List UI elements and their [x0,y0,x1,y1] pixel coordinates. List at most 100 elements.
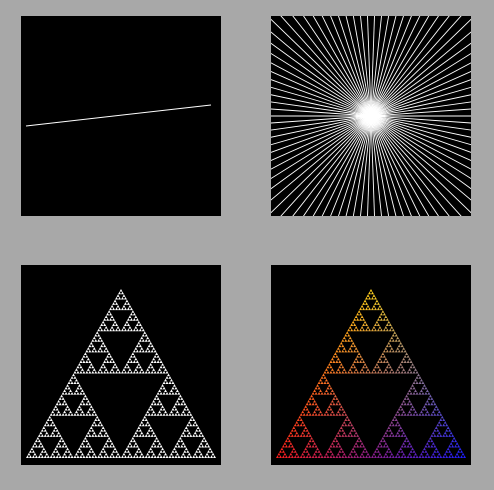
sierpinski-cell [335,455,339,458]
sierpinski-cell [189,434,193,437]
sierpinski-cell [152,442,156,445]
burst-ray [370,108,471,117]
sierpinski-cell [330,368,334,371]
sierpinski-cell [326,386,330,390]
sierpinski-cell [314,402,318,406]
sierpinski-cell [414,452,418,456]
burst-ray [271,115,372,162]
sierpinski-cell [82,439,86,443]
sierpinski-cell [412,407,416,411]
sierpinski-cell [141,328,145,332]
sierpinski-cell [385,318,389,321]
sierpinski-cell [174,391,178,395]
sierpinski-cell [187,421,191,424]
burst-ray [370,52,471,117]
sierpinski-cell [460,455,464,458]
sierpinski-cell [317,450,321,453]
sierpinski-cell [403,349,407,353]
sierpinski-cell [454,455,458,458]
sierpinski-cell [141,418,145,422]
sierpinski-cell [332,444,336,448]
sierpinski-cell [408,399,412,403]
sierpinski-cell [195,455,199,458]
sierpinski-cell [103,318,107,321]
sierpinski-cell [83,352,87,356]
sierpinski-cell [126,323,130,326]
sierpinski-cell [424,402,428,406]
sierpinski-cell [338,407,342,411]
sierpinski-cell [313,442,317,445]
sierpinski-cell [128,325,132,329]
sierpinski-cell [73,391,77,395]
sierpinski-cell [153,402,157,406]
sierpinski-cell [344,349,348,353]
sierpinski-cell [109,355,113,358]
sierpinski-cell [414,410,418,414]
sierpinski-cell [172,405,176,408]
sierpinski-cell [421,391,425,395]
sierpinski-cell [402,368,406,371]
sierpinski-cell [375,447,379,451]
sierpinski-cell [329,407,333,411]
sierpinski-cell [98,431,102,435]
sierpinski-cell [135,318,139,321]
sierpinski-cell [455,442,459,445]
sierpinski-cell [385,328,389,332]
sierpinski-cell [153,455,157,458]
sierpinski-cell [445,423,449,427]
sierpinski-cell [368,370,371,374]
sierpinski-cell [137,362,141,366]
sierpinski-cell [388,370,392,374]
sierpinski-cell [347,349,351,353]
sierpinski-cell [161,362,165,366]
burst-ray [271,52,372,117]
sierpinski-cell [311,455,315,458]
sierpinski-cell [70,381,74,385]
sierpinski-cell [378,452,382,456]
sierpinski-cell [27,452,31,456]
sierpinski-cell [338,413,342,416]
sierpinski-cell [49,423,53,427]
sierpinski-cell [156,413,160,416]
sierpinski-cell [356,328,360,332]
sierpinski-cell [129,360,133,363]
sierpinski-cell [394,413,398,416]
sierpinski-cell [345,415,349,419]
sierpinski-cell [33,452,37,456]
sierpinski-cell [461,452,465,456]
sierpinski-cell [109,370,113,374]
sierpinski-cell [394,423,398,427]
sierpinski-cell [162,370,166,374]
sierpinski-cell [284,455,288,458]
sierpinski-cell [79,370,83,374]
sierpinski-cell [326,455,330,458]
sierpinski-cell [433,434,437,437]
sierpinski-cell [135,360,139,363]
sierpinski-cell [342,452,346,456]
sierpinski-cell [132,360,136,363]
burst-ray [370,16,450,117]
sierpinski-cell [353,444,357,448]
sierpinski-cell [353,328,357,332]
sierpinski-cell [141,434,145,437]
sierpinski-cell [387,341,391,345]
sierpinski-cell [186,450,190,453]
sierpinski-cell [348,421,352,424]
sierpinski-cell [110,315,114,319]
sierpinski-cell [86,442,90,445]
sierpinski-cell [64,444,68,448]
sierpinski-cell [49,434,53,437]
sierpinski-cell [406,402,410,406]
sierpinski-cell [350,455,354,458]
sierpinski-cell [359,328,363,332]
sierpinski-cell [116,452,120,456]
sierpinski-cell [371,370,374,374]
sierpinski-cell [342,368,346,371]
sierpinski-cell [372,294,376,297]
sierpinski-cell [82,413,86,416]
sierpinski-cell [385,323,389,326]
sierpinski-cell [140,421,144,424]
sierpinski-cell [205,452,209,456]
sierpinski-cell [85,402,89,406]
burst-ray [370,16,397,117]
